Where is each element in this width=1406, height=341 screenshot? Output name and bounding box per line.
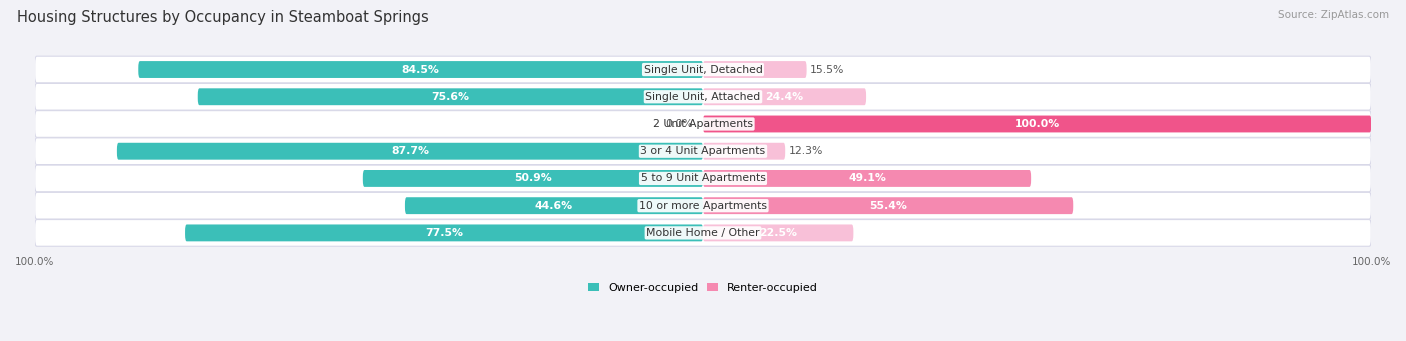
Text: 87.7%: 87.7% (391, 146, 429, 156)
Text: Single Unit, Detached: Single Unit, Detached (644, 64, 762, 75)
FancyBboxPatch shape (405, 197, 703, 214)
Legend: Owner-occupied, Renter-occupied: Owner-occupied, Renter-occupied (588, 283, 818, 293)
FancyBboxPatch shape (117, 143, 703, 160)
Text: Mobile Home / Other: Mobile Home / Other (647, 228, 759, 238)
FancyBboxPatch shape (35, 220, 1371, 246)
Text: Single Unit, Attached: Single Unit, Attached (645, 92, 761, 102)
Text: 77.5%: 77.5% (425, 228, 463, 238)
FancyBboxPatch shape (35, 138, 1371, 165)
Text: 24.4%: 24.4% (765, 92, 804, 102)
Text: Housing Structures by Occupancy in Steamboat Springs: Housing Structures by Occupancy in Steam… (17, 10, 429, 25)
Text: 10 or more Apartments: 10 or more Apartments (638, 201, 768, 211)
Text: 3 or 4 Unit Apartments: 3 or 4 Unit Apartments (641, 146, 765, 156)
FancyBboxPatch shape (35, 56, 1371, 83)
Text: 44.6%: 44.6% (534, 201, 574, 211)
FancyBboxPatch shape (186, 224, 703, 241)
Text: Source: ZipAtlas.com: Source: ZipAtlas.com (1278, 10, 1389, 20)
Text: 84.5%: 84.5% (402, 64, 440, 75)
Text: 2 Unit Apartments: 2 Unit Apartments (652, 119, 754, 129)
FancyBboxPatch shape (35, 165, 1371, 192)
FancyBboxPatch shape (703, 88, 866, 105)
FancyBboxPatch shape (35, 84, 1371, 110)
FancyBboxPatch shape (703, 224, 853, 241)
Text: 22.5%: 22.5% (759, 228, 797, 238)
FancyBboxPatch shape (198, 88, 703, 105)
Text: 100.0%: 100.0% (1015, 119, 1060, 129)
Text: 49.1%: 49.1% (848, 174, 886, 183)
Text: 5 to 9 Unit Apartments: 5 to 9 Unit Apartments (641, 174, 765, 183)
Text: 12.3%: 12.3% (789, 146, 823, 156)
Text: 55.4%: 55.4% (869, 201, 907, 211)
Text: 15.5%: 15.5% (810, 64, 845, 75)
FancyBboxPatch shape (138, 61, 703, 78)
FancyBboxPatch shape (703, 197, 1073, 214)
FancyBboxPatch shape (703, 170, 1031, 187)
Text: 75.6%: 75.6% (432, 92, 470, 102)
Text: 0.0%: 0.0% (665, 119, 693, 129)
Text: 50.9%: 50.9% (515, 174, 551, 183)
FancyBboxPatch shape (703, 116, 1371, 132)
FancyBboxPatch shape (35, 192, 1371, 219)
FancyBboxPatch shape (703, 61, 807, 78)
FancyBboxPatch shape (363, 170, 703, 187)
FancyBboxPatch shape (703, 143, 785, 160)
FancyBboxPatch shape (35, 110, 1371, 137)
